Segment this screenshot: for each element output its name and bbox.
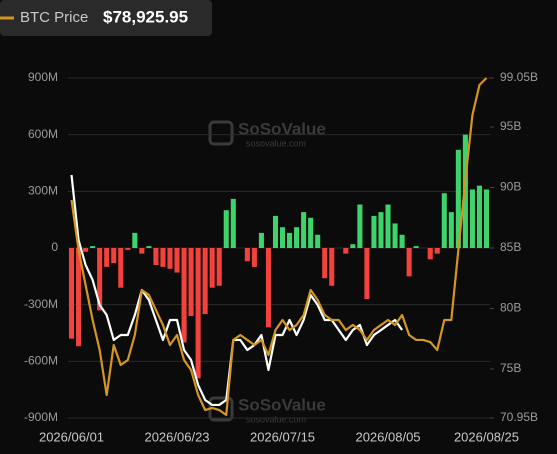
bar — [83, 248, 89, 252]
bar — [385, 204, 391, 248]
y2-tick-label: 85B — [500, 240, 521, 254]
y-tick-label: 900M — [28, 70, 58, 84]
bar — [118, 248, 124, 288]
bar — [181, 248, 187, 343]
bar — [287, 232, 293, 248]
watermark: SoSoValue sosovalue.com — [208, 119, 326, 148]
bar — [97, 248, 103, 311]
bar — [434, 248, 440, 254]
bar — [308, 217, 314, 248]
bar — [427, 248, 433, 260]
watermark-url: sosovalue.com — [246, 414, 306, 424]
y-tick-label: -300M — [24, 297, 58, 311]
legend-box — [0, 0, 212, 36]
watermark: SoSoValue sosovalue.com — [208, 395, 326, 424]
y2-tick-label: 80B — [500, 301, 521, 315]
bar — [455, 149, 461, 248]
bar — [167, 248, 173, 269]
bar — [76, 248, 82, 347]
bar — [371, 215, 377, 248]
bar — [251, 248, 257, 267]
bar — [216, 248, 222, 286]
bar — [413, 246, 419, 248]
bar — [223, 210, 229, 248]
bar — [258, 232, 264, 248]
x-tick-label: 2026/08/05 — [355, 429, 420, 444]
bar — [146, 246, 152, 248]
bar — [294, 227, 300, 248]
x-tick-label: 2026/07/15 — [250, 429, 315, 444]
bar — [68, 248, 75, 339]
bar — [357, 204, 363, 248]
bar — [230, 198, 236, 248]
bar — [392, 223, 398, 248]
bar — [406, 248, 412, 277]
y2-tick-label: 70.95B — [500, 410, 538, 424]
bar — [476, 185, 482, 248]
bar — [104, 248, 110, 267]
x-tick-label: 2026/08/25 — [454, 429, 519, 444]
y-tick-label: 0 — [51, 240, 58, 254]
bar — [279, 227, 286, 248]
line — [70, 77, 488, 417]
bar — [301, 212, 307, 248]
bar — [469, 189, 475, 248]
bar — [209, 248, 215, 288]
bar — [399, 234, 405, 248]
bar — [160, 248, 166, 267]
x-tick-label: 2026/06/23 — [144, 429, 209, 444]
y-tick-label: 600M — [28, 127, 58, 141]
bar — [265, 248, 271, 328]
bar — [350, 244, 356, 248]
bar — [378, 212, 384, 248]
y2-tick-label: 75B — [500, 361, 521, 375]
bar — [322, 248, 328, 279]
bar — [188, 248, 194, 316]
watermark-title: SoSoValue — [238, 395, 326, 414]
legend-label: BTC Price — [20, 9, 88, 26]
bar — [272, 215, 279, 248]
bar — [139, 248, 145, 254]
line — [70, 174, 403, 407]
bar — [462, 134, 468, 248]
bar — [153, 248, 159, 265]
bar — [132, 232, 138, 248]
y-tick-label: -900M — [24, 410, 58, 424]
bar — [448, 212, 454, 248]
y2-tick-label: 95B — [500, 119, 521, 133]
bar — [343, 248, 349, 254]
bar — [441, 193, 447, 248]
y-tick-label: 300M — [28, 184, 58, 198]
x-tick-label: 2026/06/01 — [39, 429, 104, 444]
y-tick-label: -600M — [24, 354, 58, 368]
y2-tick-label: 90B — [500, 180, 521, 194]
bar — [315, 234, 321, 248]
y2-tick-label: 99.05B — [500, 70, 538, 84]
bar — [195, 248, 201, 379]
watermark-url: sosovalue.com — [246, 138, 306, 148]
legend-value: $78,925.95 — [103, 7, 188, 26]
bar — [174, 248, 180, 273]
bar — [364, 248, 370, 299]
bar — [329, 248, 335, 286]
bar — [111, 248, 117, 264]
bar — [244, 248, 250, 262]
bar — [90, 246, 96, 248]
bar — [202, 248, 208, 315]
bar — [483, 189, 490, 248]
bar — [125, 248, 131, 250]
watermark-title: SoSoValue — [238, 119, 326, 138]
